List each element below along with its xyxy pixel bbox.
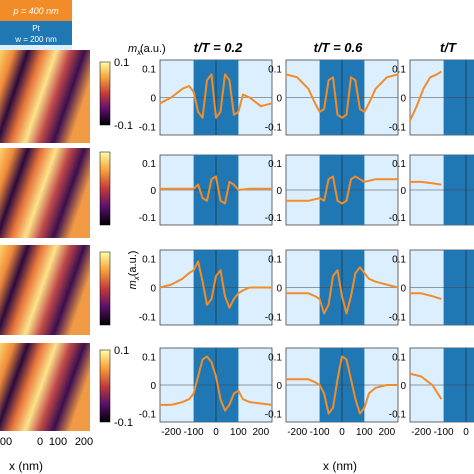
series-line: [285, 73, 399, 119]
y-tick-label: 0: [150, 186, 156, 197]
colorbar-tick: -0.1: [114, 120, 133, 132]
y-tick-label: 0: [276, 186, 282, 197]
colorbar-tick: 0.1: [114, 57, 129, 69]
y-tick-label: 0.1: [142, 159, 156, 170]
left-x-tick: 00: [0, 436, 12, 448]
line-plots: 0.1 0 -0.1 0.1 0 -0.1 0.1 0 -0.1 0.1 0 -0.1 0.1 0 -0.1…: [139, 59, 474, 438]
series-line: [409, 70, 442, 122]
x-tick-label: 0: [213, 427, 219, 438]
series-line: [286, 355, 398, 415]
colorbar-unit: (a.u.): [140, 43, 166, 55]
y-tick-label: 0: [400, 94, 406, 105]
x-tick-label: 100: [356, 427, 373, 438]
heatmap-panel: [0, 245, 90, 335]
y-axis-label: mx(a.u.): [127, 251, 141, 290]
x-tick-label: -100: [310, 427, 330, 438]
colorbar: [99, 151, 111, 226]
mid-x-axis-label: x (nm): [323, 459, 357, 473]
y-tick-label: 0.1: [142, 353, 156, 364]
y-tick-label: 0.1: [392, 159, 406, 170]
x-tick-label: -100: [184, 427, 204, 438]
y-tick-label: -0.1: [265, 312, 283, 323]
x-tick-label: 0: [339, 427, 345, 438]
x-tick-label: 100: [230, 427, 247, 438]
y-tick-label: -0.1: [265, 409, 283, 420]
heatmap-panel: [0, 148, 90, 238]
y-tick-label: 0.1: [268, 353, 282, 364]
colorbar: [99, 61, 111, 126]
series-line: [410, 180, 442, 186]
y-tick-label: 0.1: [268, 159, 282, 170]
colorbar-column: 0.1 -0.1 0.1 -0.1: [99, 57, 133, 429]
y-tick-label: 0.1: [142, 255, 156, 266]
y-tick-label: -0.1: [389, 312, 407, 323]
series-line: [160, 175, 272, 205]
y-tick-label: -0.1: [139, 122, 157, 133]
y-tick-label: 0.1: [142, 65, 156, 76]
series-line: [160, 355, 273, 412]
legend-p-box: [0, 0, 72, 21]
left-x-axis-label: x (nm): [9, 459, 43, 473]
left-x-ticks: 00 0 100 200: [0, 436, 93, 448]
y-tick-label: 0: [276, 381, 282, 392]
heatmap-column: [0, 50, 90, 431]
series-line: [159, 73, 273, 119]
y-tick-label: -0.1: [139, 409, 157, 420]
series-line: [409, 372, 443, 400]
legend-light-box: [0, 45, 72, 53]
series-line: [159, 260, 272, 309]
y-tick-label: 0: [400, 381, 406, 392]
y-tick-label: -0.1: [389, 213, 407, 224]
y-tick-label: 0: [400, 284, 406, 295]
x-tick-label: -100: [434, 427, 454, 438]
heatmap-panel: [0, 343, 90, 431]
heatmap-panel: [0, 50, 90, 143]
y-tick-label: -0.1: [265, 213, 283, 224]
y-tick-label: 0.1: [268, 255, 282, 266]
series-line: [410, 292, 442, 300]
colorbar-tick: 0.1: [114, 345, 129, 357]
colorbar-label: mx: [128, 43, 142, 57]
y-tick-label: 0: [150, 284, 156, 295]
x-tick-label: -200: [411, 427, 431, 438]
left-x-tick: 200: [75, 436, 93, 448]
column-title: t/T = 0.2: [194, 40, 244, 55]
x-tick-label: 200: [378, 427, 395, 438]
y-tick-label: -0.1: [389, 122, 407, 133]
column-title: t/T = 0.6: [314, 40, 364, 55]
legend-w-label: w = 200 nm: [14, 35, 57, 44]
y-tick-label: -0.1: [139, 213, 157, 224]
y-tick-label: -0.1: [265, 122, 283, 133]
x-tick-label: -200: [287, 427, 307, 438]
legend-pt-box: [0, 21, 72, 45]
colorbar: [99, 349, 111, 423]
legend-p-label: p = 400 nm: [12, 6, 59, 16]
colorbar: [99, 251, 111, 326]
y-tick-label: 0.1: [268, 65, 282, 76]
left-x-tick: 100: [49, 436, 67, 448]
series-line: [286, 266, 399, 315]
y-tick-label: 0.1: [392, 353, 406, 364]
y-tick-label: 0: [150, 381, 156, 392]
legend-pt-label: Pt: [32, 24, 40, 33]
left-x-tick: 0: [37, 436, 43, 448]
series-line: [286, 175, 398, 205]
y-tick-label: -0.1: [139, 312, 157, 323]
colorbar-tick: -0.1: [114, 417, 133, 429]
legend: p = 400 nm Pt w = 200 nm: [0, 0, 72, 53]
y-tick-label: 0: [276, 284, 282, 295]
x-tick-label: 0: [463, 427, 469, 438]
y-tick-label: 0.1: [392, 255, 406, 266]
x-tick-label: -200: [161, 427, 181, 438]
y-tick-label: 0: [400, 186, 406, 197]
column-title: t/T: [440, 40, 457, 55]
y-tick-label: 0: [150, 94, 156, 105]
x-tick-label: 200: [252, 427, 269, 438]
y-tick-label: -0.1: [389, 409, 407, 420]
y-tick-label: 0: [276, 94, 282, 105]
y-tick-label: 0.1: [392, 65, 406, 76]
